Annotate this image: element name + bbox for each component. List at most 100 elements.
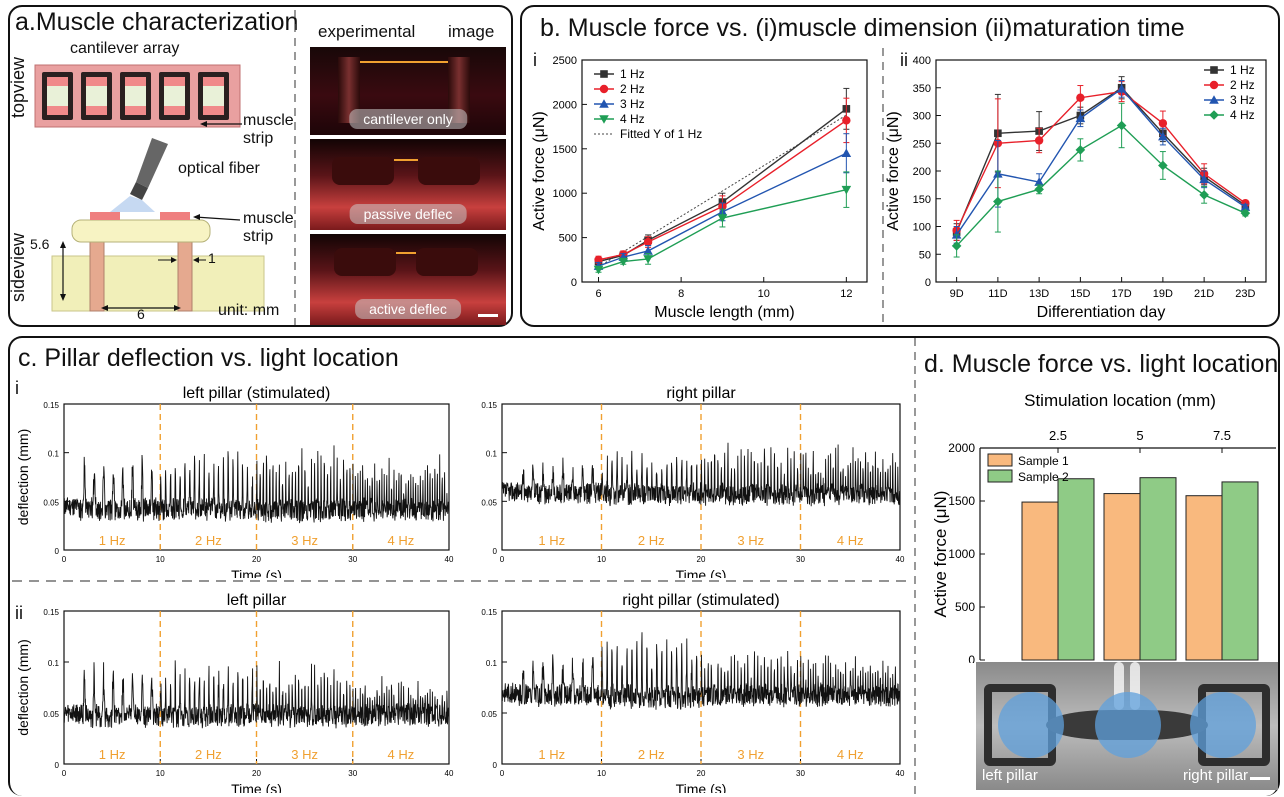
trace-title: right pillar (stimulated) — [622, 592, 779, 609]
legend-label: 4 Hz — [1230, 108, 1255, 122]
data-point — [841, 185, 852, 195]
left-pillar-side — [89, 235, 105, 312]
y-tick-label: 0 — [571, 277, 577, 289]
panel-a-divider — [294, 10, 296, 325]
legend-marker — [599, 84, 609, 94]
photo-passive-deflection: passive deflec — [310, 139, 506, 230]
y-tick-label: 2000 — [553, 99, 577, 111]
x-tick-label: 6 — [595, 288, 601, 300]
data-point — [643, 246, 653, 255]
x-tick-label: 20 — [697, 769, 706, 778]
data-point — [1158, 131, 1168, 141]
x-tick-label: 17D — [1112, 288, 1132, 300]
right-pillar-label: right pillar — [1182, 767, 1248, 784]
y-tick-label: 150 — [913, 194, 931, 206]
chart-d: 0 500 1000 1500 2000 Active force (μN) Stimula… — [931, 391, 1276, 663]
legend-marker — [1209, 80, 1219, 90]
y-tick-label: 500 — [559, 233, 577, 245]
x-tick-label: 12 — [840, 288, 852, 300]
y-tick-label: 0.15 — [481, 608, 497, 617]
scale-bar-d — [1250, 777, 1270, 780]
optical-fiber-label: optical fiber — [178, 160, 260, 177]
frequency-label: 2 Hz — [638, 747, 665, 762]
y-tick-label: 0 — [925, 277, 931, 289]
legend-label: Sample 2 — [1018, 470, 1069, 484]
y-tick-label: 0 — [55, 547, 60, 556]
x-tick-label: 0 — [62, 555, 67, 564]
data-point — [594, 255, 603, 264]
frequency-label: 1 Hz — [99, 533, 126, 548]
data-point — [593, 265, 604, 275]
x-tick-label: 40 — [445, 555, 454, 564]
deflection-trace — [63, 445, 450, 524]
x-tick-label: 0 — [62, 769, 67, 778]
x-tick-label: 19D — [1153, 288, 1173, 300]
series-4hz — [593, 171, 852, 275]
x-tick-label: 30 — [348, 769, 357, 778]
y-tick-label: 400 — [913, 55, 931, 67]
y-tick-label: 0 — [968, 653, 975, 663]
legend-label: 2 Hz — [1230, 78, 1255, 92]
y-axis-label: deflection (mm) — [15, 429, 31, 525]
frequency-label: 4 Hz — [837, 747, 864, 762]
x-tick-label: 30 — [796, 769, 805, 778]
bar — [1185, 495, 1223, 661]
experimental-label: experimental — [318, 22, 416, 41]
frequency-label: 3 Hz — [291, 747, 318, 762]
light-spot-left — [998, 692, 1064, 758]
x-tick-label: 9D — [950, 288, 964, 300]
panel-cd-divider — [914, 338, 916, 796]
y-tick-label: 2500 — [553, 55, 577, 67]
legend-label: 1 Hz — [1230, 63, 1255, 77]
legend-marker — [599, 115, 609, 124]
photo-caption-3: active deflec — [355, 299, 461, 319]
data-point — [1116, 120, 1127, 131]
muscle-strip-label-side-2: strip — [243, 228, 274, 245]
data-point — [717, 214, 728, 223]
y-tick-label: 200 — [913, 166, 931, 178]
muscle-strip-right — [160, 212, 190, 220]
y-tick-label: 100 — [913, 222, 931, 234]
y-tick-label: 0.05 — [43, 710, 59, 719]
x-tick-label: 40 — [896, 555, 905, 564]
unit-label: unit: mm — [218, 302, 280, 319]
x-tick-label: 11D — [988, 288, 1007, 300]
y-tick-label: 0.05 — [481, 498, 497, 507]
x-tick-label: 13D — [1029, 288, 1049, 300]
y-tick-label: 1500 — [948, 494, 975, 508]
muscle-strip-label-side-1: muscle — [243, 210, 294, 227]
chart-b-i: 0 500 1000 1500 2000 2500 6 8 10 12 Muscle length … — [531, 55, 868, 321]
photo-cantilever-only: cantilever only — [310, 47, 506, 135]
frequency-label: 3 Hz — [737, 747, 764, 762]
trace-title: left pillar — [227, 592, 287, 609]
legend-label: 3 Hz — [1230, 93, 1255, 107]
x-tick-label: 40 — [896, 769, 905, 778]
deflection-trace — [501, 442, 901, 507]
y-tick-label: 0.1 — [48, 659, 60, 668]
x-tick-label: 8 — [678, 288, 684, 300]
y-axis-label: Active force (μN) — [931, 491, 950, 618]
x-tick-label: 10 — [156, 769, 165, 778]
x-axis-label: Time (s) — [231, 781, 282, 793]
x-axis-label: Muscle length (mm) — [654, 304, 794, 321]
muscle-strip-label-top-2: strip — [243, 130, 274, 147]
frequency-label: 2 Hz — [638, 533, 665, 548]
schematic — [34, 64, 265, 312]
data-point — [1158, 119, 1168, 128]
legend-marker — [1209, 95, 1219, 104]
series-line — [956, 87, 1246, 236]
optical-fiber-icon — [110, 138, 168, 212]
chart-c-i-right: 0 0.05 0.1 0.15 0 10 20 30 40 Time (s) right pilla… — [481, 385, 905, 578]
chart-c-ii-right: 0 0.05 0.1 0.15 0 10 20 30 40 Time (s) right pilla… — [481, 592, 905, 793]
x-tick-label: 23D — [1235, 288, 1255, 300]
legend-label: Sample 1 — [1018, 454, 1069, 468]
muscle-strip-label-top-1: muscle — [243, 112, 294, 129]
panel-c-sub-ii: ii — [15, 603, 23, 623]
panel-b-title: b. Muscle force vs. (i)muscle dimension … — [540, 14, 1185, 42]
frequency-label: 3 Hz — [291, 533, 318, 548]
image-label: image — [448, 22, 495, 41]
series-line — [955, 90, 1246, 231]
x-tick-label: 2.5 — [1049, 428, 1067, 443]
y-tick-label: 350 — [913, 83, 931, 95]
